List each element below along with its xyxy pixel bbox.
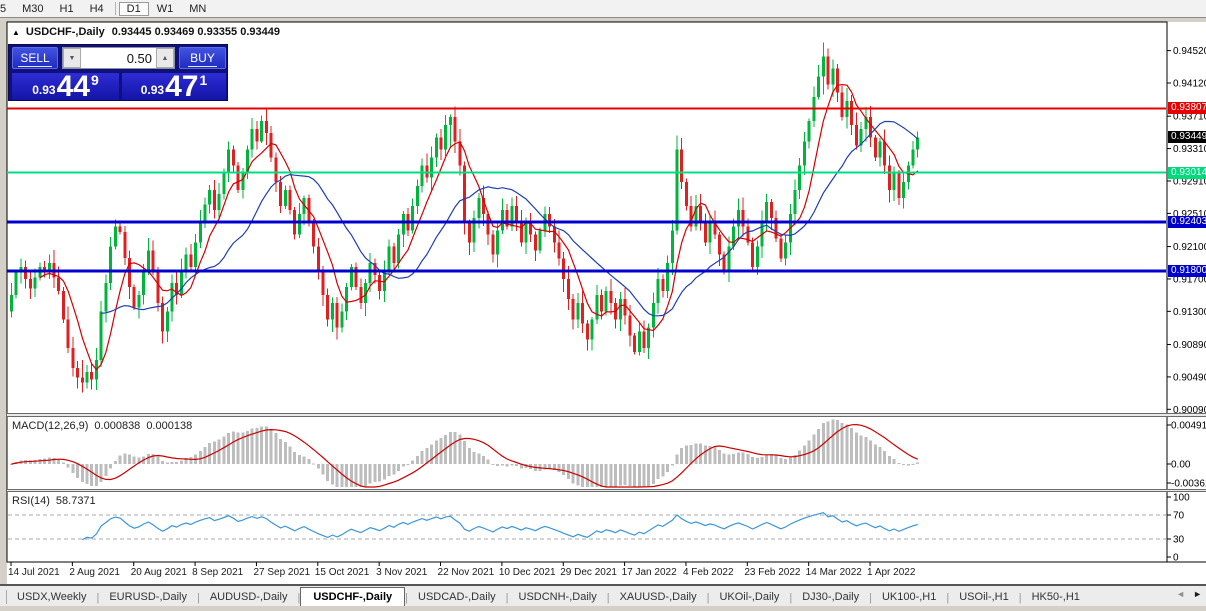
tab-separator: | [706,592,710,604]
tab-separator: | [789,592,793,604]
support2-price-tag: 0.91800 [1168,265,1206,277]
timeframe-mn[interactable]: MN [189,2,207,15]
tab-separator: | [505,592,509,604]
macd-label: MACD(12,26,9) [12,420,89,432]
current-price-tag: 0.93449 [1168,131,1206,143]
chart-ohlc-values: 0.93445 0.93469 0.93355 0.93449 [111,26,280,38]
rsi-header: RSI(14) 58.7371 [12,495,96,507]
buy-price-pip: 1 [199,72,208,88]
window-bottom-divider [0,584,1206,586]
rsi-value: 58.7371 [55,495,96,507]
support-price-tag: 0.92403 [1168,216,1206,228]
tab-dj30-daily[interactable]: DJ30-,Daily [802,591,860,603]
timeframe-h4[interactable]: H4 [89,2,104,15]
macd-header: MACD(12,26,9) 0.000838 0.000138 [12,420,192,432]
tab-scroll-right-icon[interactable]: ► [1193,589,1202,599]
tab-hk50-h1[interactable]: HK50-,H1 [1031,591,1080,603]
one-click-trading-panel: SELL ▼ ▲ BUY 0.93 44 9 0.93 47 1 [8,44,228,103]
timeframe-m30[interactable]: M30 [22,2,44,15]
sell-price-pip: 9 [90,72,99,88]
sell-price-display[interactable]: 0.93 44 9 [12,70,119,103]
sell-price-big: 44 [56,70,90,103]
timeframe-w1[interactable]: W1 [156,2,174,15]
tab-separator: | [869,592,872,604]
buy-button[interactable]: BUY [179,47,226,69]
buy-price-prefix: 0.93 [140,83,165,97]
green-level-price-tag: 0.93014 [1168,167,1206,179]
sell-button[interactable]: SELL [12,47,58,69]
macd-signal-value: 0.000138 [146,420,193,432]
chart-tab-bar: USDX,Weekly | EURUSD-,Daily | AUDUSD-,Daily |… [0,586,1206,606]
tab-usdcnh-daily[interactable]: USDCNH-,Daily [518,591,597,603]
volume-decrease-button[interactable]: ▼ [63,48,81,68]
chart-canvas[interactable] [7,22,1206,584]
rsi-label: RSI(14) [12,495,50,507]
volume-input[interactable] [81,48,156,68]
buy-price-display[interactable]: 0.93 47 1 [122,70,226,103]
tab-eurusd-daily[interactable]: EURUSD-,Daily [109,591,187,603]
tab-usdchf-daily[interactable]: USDCHF-,Daily [300,587,406,606]
tab-separator: | [96,592,100,604]
volume-increase-button[interactable]: ▲ [156,48,174,68]
tab-ukoil-daily[interactable]: UKOil-,Daily [719,591,780,603]
tab-audusd-daily[interactable]: AUDUSD-,Daily [209,591,288,603]
tab-separator: | [297,592,301,604]
tab-separator: | [1018,592,1022,604]
tab-scroll-left-icon[interactable]: ◄ [1176,589,1186,599]
resistance-price-tag: 0.93807 [1168,102,1206,114]
volume-spinner: ▼ ▲ [62,47,175,69]
timeframe-5[interactable]: 5 [0,2,7,15]
tab-uk100-h1[interactable]: UK100-,H1 [881,591,937,603]
tab-usdcad-daily[interactable]: USDCAD-,Daily [418,591,496,603]
tab-separator: | [946,592,950,604]
timeframe-h1[interactable]: H1 [59,2,74,15]
tab-usdx-weekly[interactable]: USDX,Weekly [17,591,87,603]
buy-price-big: 47 [165,70,199,103]
chart-title: USDCHF-,Daily [25,26,105,38]
sell-price-prefix: 0.93 [32,83,56,97]
tabbar-left-pad [0,590,7,604]
tab-scroll-arrows: ◄ ► [1176,589,1202,599]
collapse-panel-icon[interactable]: ▲ [12,28,20,37]
tab-usoil-h1[interactable]: USOil-,H1 [959,591,1009,603]
macd-main-value: 0.000838 [94,420,141,432]
timeframe-d1[interactable]: D1 [118,1,149,16]
chart-title-row: ▲ USDCHF-,Daily 0.93445 0.93469 0.93355 0.… [12,26,280,38]
tab-separator: | [405,592,409,604]
tab-xauusd-daily[interactable]: XAUUSD-,Daily [619,591,697,603]
timeframe-toolbar: 5 M30 H1 H4 D1 W1 MN [0,0,1206,18]
tab-separator: | [196,592,200,604]
tab-separator: | [606,592,610,604]
toolbar-divider [114,2,116,15]
trade-controls-row: SELL ▼ ▲ BUY [9,45,227,71]
